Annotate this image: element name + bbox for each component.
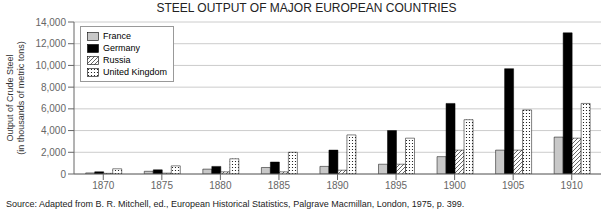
svg-text:6,000: 6,000 — [41, 103, 66, 114]
svg-text:1900: 1900 — [443, 180, 466, 191]
html-text:Germany: Germany — [103, 43, 140, 53]
svg-text:1875: 1875 — [151, 180, 174, 191]
svg-text:1885: 1885 — [268, 180, 291, 191]
html-text:Source: Adapted from B. R. Mit: Source: Adapted from B. R. Mitchell, ed.… — [6, 199, 465, 209]
svg-text:10,000: 10,000 — [35, 60, 66, 71]
html-text:Russia: Russia — [103, 55, 131, 65]
svg-text:14,000: 14,000 — [35, 17, 66, 28]
html-text:STEEL OUTPUT OF MAJOR EUROPEAN: STEEL OUTPUT OF MAJOR EUROPEAN COUNTRIES — [156, 1, 457, 15]
svg-text:8,000: 8,000 — [41, 82, 66, 93]
svg-text:2,000: 2,000 — [41, 147, 66, 158]
html-text:United Kingdom: United Kingdom — [103, 67, 167, 77]
svg-text:1880: 1880 — [209, 180, 232, 191]
svg-text:12,000: 12,000 — [35, 38, 66, 49]
svg-text:1910: 1910 — [561, 180, 584, 191]
svg-text:1870: 1870 — [92, 180, 115, 191]
svg-text:1895: 1895 — [385, 180, 408, 191]
html-text:France: France — [103, 31, 131, 41]
svg-text:4,000: 4,000 — [41, 125, 66, 136]
svg-text:Output of Crude Steel(in thous: Output of Crude Steel(in thousands of me… — [5, 41, 26, 155]
svg-text:1890: 1890 — [326, 180, 349, 191]
svg-text:1905: 1905 — [502, 180, 525, 191]
svg-text:0: 0 — [60, 169, 66, 180]
